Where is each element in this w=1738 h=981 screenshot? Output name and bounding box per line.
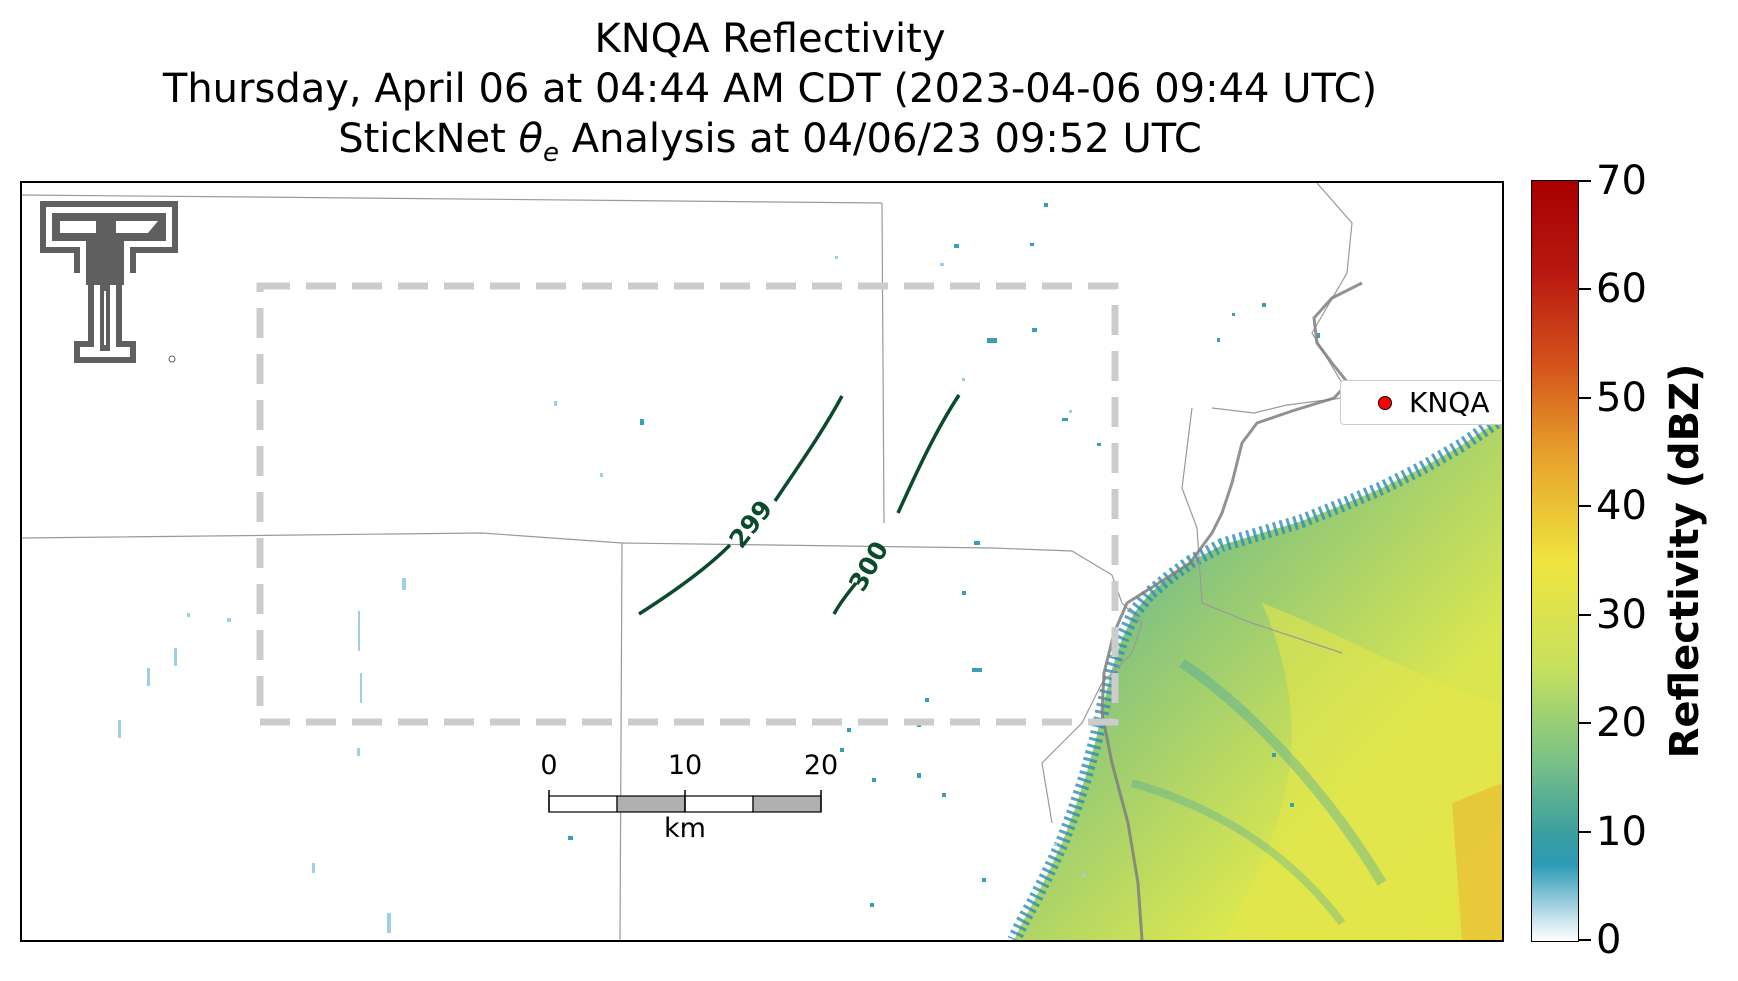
colorbar-tick	[1579, 939, 1591, 941]
title-suffix: Analysis at 04/06/23 09:52 UTC	[558, 116, 1202, 162]
colorbar-tick-label: 60	[1596, 266, 1647, 313]
state-boundary	[1100, 281, 1363, 940]
theta-subscript: e	[542, 138, 559, 168]
scale-label-10: 10	[667, 750, 703, 781]
theta-e-contour-299	[638, 395, 844, 616]
legend: KNQA	[1340, 380, 1502, 425]
analysis-domain-box	[256, 282, 1119, 726]
scale-unit: km	[664, 813, 706, 844]
colorbar-tick-label: 50	[1596, 374, 1647, 421]
title-prefix: StickNet	[338, 116, 519, 162]
light-echo-streaks	[118, 256, 1085, 933]
colorbar-tick-label: 20	[1596, 700, 1647, 747]
reflectivity-colorbar	[1531, 180, 1579, 942]
scale-label-20: 20	[803, 750, 839, 781]
colorbar-tick	[1579, 505, 1591, 508]
colorbar-tick-label: 40	[1596, 483, 1647, 530]
plot-title-line3: StickNet θe Analysis at 04/06/23 09:52 U…	[0, 114, 1540, 178]
theta-symbol: θ	[518, 116, 543, 162]
colorbar-tick-label: 10	[1596, 808, 1647, 855]
colorbar-tick	[1579, 722, 1591, 725]
colorbar-tick-label: 0	[1596, 917, 1622, 963]
legend-label: KNQA	[1409, 386, 1490, 419]
knqa-radar-marker-icon	[1378, 396, 1392, 410]
colorbar-tick-label: 30	[1596, 591, 1647, 638]
colorbar-tick-label: 70	[1596, 158, 1647, 204]
colorbar-tick	[1579, 830, 1591, 833]
contour-label-300: 300	[843, 536, 894, 596]
scale-bar	[548, 790, 822, 813]
colorbar-title: Reflectivity (dBZ)	[1662, 363, 1708, 759]
radar-echo-region	[1007, 412, 1502, 940]
scale-label-0: 0	[540, 750, 558, 781]
theta-e-contour-300	[832, 394, 961, 615]
map-panel: 299 300 KNQA 0 10 20 km	[20, 181, 1504, 942]
plot-title-line1: KNQA Reflectivity	[594, 16, 946, 62]
texas-tech-logo	[40, 201, 178, 363]
colorbar-tick	[1579, 396, 1591, 399]
colorbar-tick	[1579, 288, 1591, 291]
colorbar-tick	[1579, 613, 1591, 616]
colorbar-tick	[1579, 180, 1591, 182]
plot-title-line2: Thursday, April 06 at 04:44 AM CDT (2023…	[162, 66, 1378, 112]
map-canvas: 299 300	[22, 183, 1502, 940]
